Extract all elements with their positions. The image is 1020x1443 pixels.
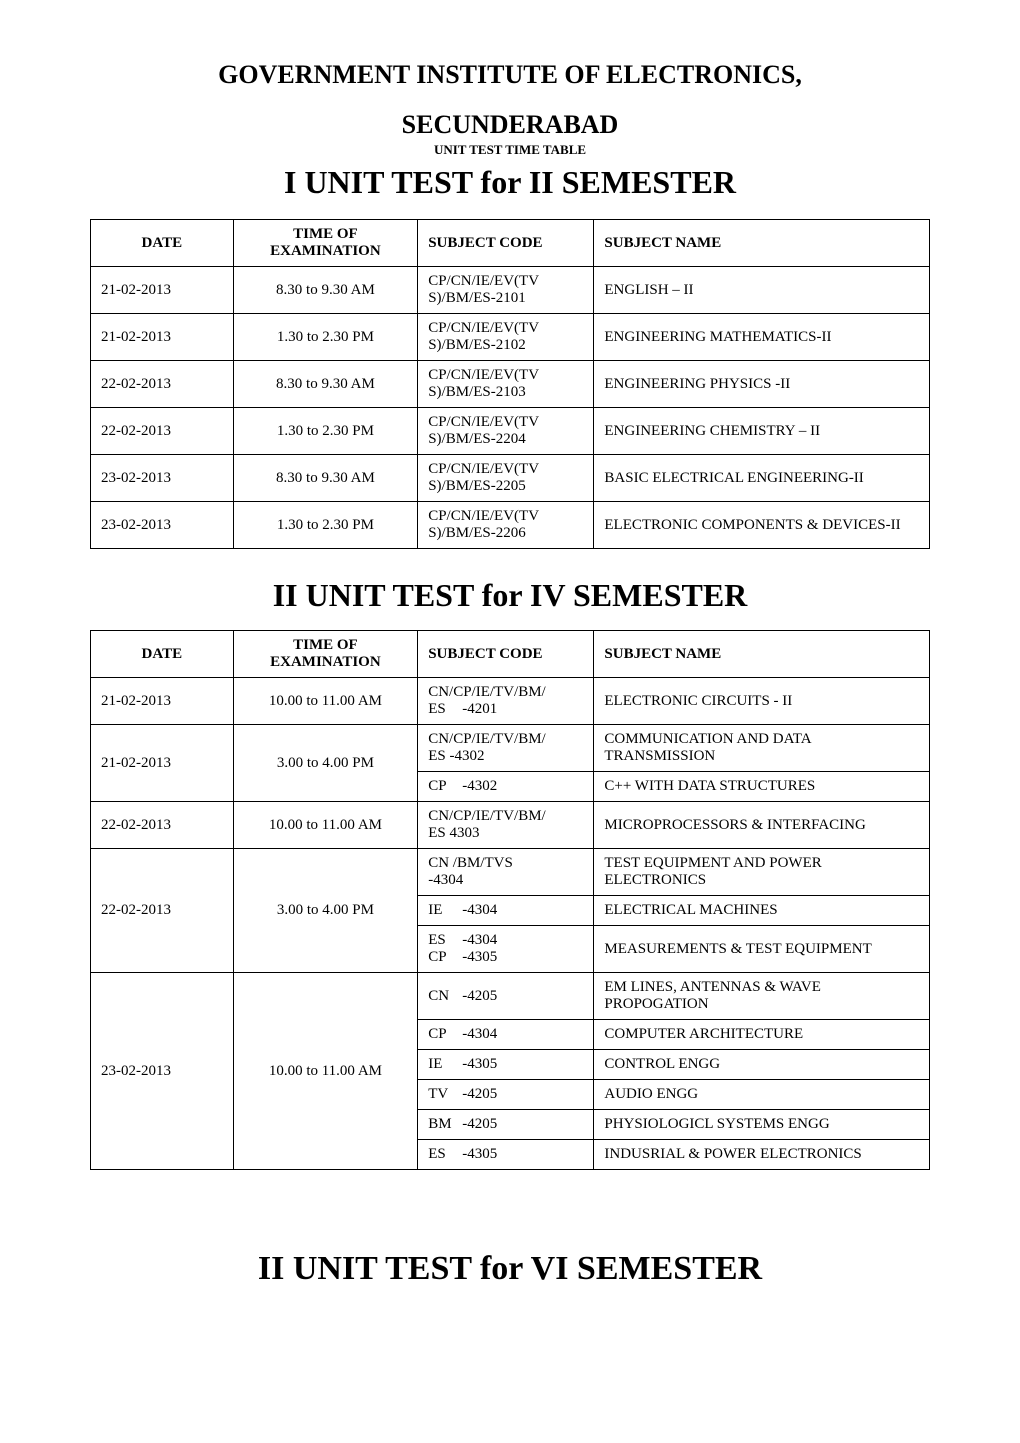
cell-date: 23-02-2013 — [91, 455, 234, 502]
cell-code: CP/CN/IE/EV(TV S)/BM/ES-2204 — [418, 408, 594, 455]
cell-date: 22-02-2013 — [91, 849, 234, 973]
cell-code: CP-4302 — [418, 772, 594, 802]
timetable-section1: DATE TIME OF EXAMINATION SUBJECT CODE SU… — [90, 219, 930, 549]
section3-title: II UNIT TEST for VI SEMESTER — [90, 1250, 930, 1288]
cell-code: CP/CN/IE/EV(TV S)/BM/ES-2205 — [418, 455, 594, 502]
table-row: 23-02-20131.30 to 2.30 PMCP/CN/IE/EV(TV … — [91, 502, 930, 549]
table-row: 21-02-20138.30 to 9.30 AMCP/CN/IE/EV(TV … — [91, 267, 930, 314]
cell-code: IE-4304 — [418, 896, 594, 926]
cell-code: CN-4205 — [418, 973, 594, 1020]
city-title: SECUNDERABAD — [90, 110, 930, 140]
cell-name: ENGINEERING PHYSICS -II — [594, 361, 930, 408]
cell-code: CP/CN/IE/EV(TV S)/BM/ES-2103 — [418, 361, 594, 408]
col-header-name: SUBJECT NAME — [594, 631, 930, 678]
col-header-code: SUBJECT CODE — [418, 220, 594, 267]
cell-code: CP-4304 — [418, 1020, 594, 1050]
cell-name: BASIC ELECTRICAL ENGINEERING-II — [594, 455, 930, 502]
cell-name: ENGLISH – II — [594, 267, 930, 314]
cell-code: CN/CP/IE/TV/BM/ES 4303 — [418, 802, 594, 849]
cell-time: 10.00 to 11.00 AM — [233, 802, 418, 849]
cell-name: PHYSIOLOGICL SYSTEMS ENGG — [594, 1110, 930, 1140]
cell-name: CONTROL ENGG — [594, 1050, 930, 1080]
cell-date: 23-02-2013 — [91, 973, 234, 1170]
cell-code: ES-4304CP-4305 — [418, 926, 594, 973]
col-header-time: TIME OF EXAMINATION — [233, 631, 418, 678]
cell-name: ENGINEERING CHEMISTRY – II — [594, 408, 930, 455]
timetable-section2: DATE TIME OF EXAMINATION SUBJECT CODE SU… — [90, 630, 930, 1170]
table-row: 22-02-20138.30 to 9.30 AMCP/CN/IE/EV(TV … — [91, 361, 930, 408]
table-row: 21-02-20131.30 to 2.30 PMCP/CN/IE/EV(TV … — [91, 314, 930, 361]
cell-time: 10.00 to 11.00 AM — [233, 678, 418, 725]
table-row: 23-02-20138.30 to 9.30 AMCP/CN/IE/EV(TV … — [91, 455, 930, 502]
cell-date: 21-02-2013 — [91, 678, 234, 725]
table-row: 22-02-201310.00 to 11.00 AMCN/CP/IE/TV/B… — [91, 802, 930, 849]
institute-title: GOVERNMENT INSTITUTE OF ELECTRONICS, — [90, 60, 930, 90]
table-row: 21-02-20133.00 to 4.00 PMCN/CP/IE/TV/BM/… — [91, 725, 930, 772]
cell-code: IE-4305 — [418, 1050, 594, 1080]
cell-code: CP/CN/IE/EV(TV S)/BM/ES-2206 — [418, 502, 594, 549]
cell-date: 22-02-2013 — [91, 361, 234, 408]
cell-time: 8.30 to 9.30 AM — [233, 455, 418, 502]
cell-name: COMMUNICATION AND DATA TRANSMISSION — [594, 725, 930, 772]
cell-name: MICROPROCESSORS & INTERFACING — [594, 802, 930, 849]
section2-title: II UNIT TEST for IV SEMESTER — [90, 577, 930, 614]
cell-name: EM LINES, ANTENNAS & WAVE PROPOGATION — [594, 973, 930, 1020]
table-row: 23-02-201310.00 to 11.00 AMCN-4205EM LIN… — [91, 973, 930, 1020]
col-header-date: DATE — [91, 631, 234, 678]
col-header-time: TIME OF EXAMINATION — [233, 220, 418, 267]
cell-name: MEASUREMENTS & TEST EQUIPMENT — [594, 926, 930, 973]
cell-time: 1.30 to 2.30 PM — [233, 408, 418, 455]
table-row: 22-02-20131.30 to 2.30 PMCP/CN/IE/EV(TV … — [91, 408, 930, 455]
cell-code: TV-4205 — [418, 1080, 594, 1110]
cell-code: CN /BM/TVS-4304 — [418, 849, 594, 896]
cell-code: CN/CP/IE/TV/BM/ES -4302 — [418, 725, 594, 772]
cell-time: 1.30 to 2.30 PM — [233, 314, 418, 361]
cell-date: 22-02-2013 — [91, 802, 234, 849]
cell-name: INDUSRIAL & POWER ELECTRONICS — [594, 1140, 930, 1170]
cell-time: 1.30 to 2.30 PM — [233, 502, 418, 549]
col-header-name: SUBJECT NAME — [594, 220, 930, 267]
table-header-row: DATE TIME OF EXAMINATION SUBJECT CODE SU… — [91, 220, 930, 267]
subtitle: UNIT TEST TIME TABLE — [90, 142, 930, 158]
table-header-row: DATE TIME OF EXAMINATION SUBJECT CODE SU… — [91, 631, 930, 678]
cell-name: ELECTRICAL MACHINES — [594, 896, 930, 926]
cell-time: 8.30 to 9.30 AM — [233, 267, 418, 314]
cell-code: CN/CP/IE/TV/BM/ES-4201 — [418, 678, 594, 725]
cell-name: AUDIO ENGG — [594, 1080, 930, 1110]
cell-time: 10.00 to 11.00 AM — [233, 973, 418, 1170]
col-header-code: SUBJECT CODE — [418, 631, 594, 678]
cell-name: ENGINEERING MATHEMATICS-II — [594, 314, 930, 361]
cell-time: 8.30 to 9.30 AM — [233, 361, 418, 408]
cell-date: 23-02-2013 — [91, 502, 234, 549]
cell-name: COMPUTER ARCHITECTURE — [594, 1020, 930, 1050]
table-row: 21-02-201310.00 to 11.00 AMCN/CP/IE/TV/B… — [91, 678, 930, 725]
col-header-date: DATE — [91, 220, 234, 267]
cell-time: 3.00 to 4.00 PM — [233, 725, 418, 802]
table-row: 22-02-20133.00 to 4.00 PMCN /BM/TVS-4304… — [91, 849, 930, 896]
cell-code: BM-4205 — [418, 1110, 594, 1140]
cell-date: 21-02-2013 — [91, 314, 234, 361]
cell-date: 21-02-2013 — [91, 725, 234, 802]
cell-code: CP/CN/IE/EV(TV S)/BM/ES-2101 — [418, 267, 594, 314]
cell-name: TEST EQUIPMENT AND POWER ELECTRONICS — [594, 849, 930, 896]
cell-code: ES-4305 — [418, 1140, 594, 1170]
cell-name: ELECTRONIC CIRCUITS - II — [594, 678, 930, 725]
cell-code: CP/CN/IE/EV(TV S)/BM/ES-2102 — [418, 314, 594, 361]
cell-name: ELECTRONIC COMPONENTS & DEVICES-II — [594, 502, 930, 549]
cell-time: 3.00 to 4.00 PM — [233, 849, 418, 973]
section1-title: I UNIT TEST for II SEMESTER — [90, 164, 930, 201]
cell-date: 22-02-2013 — [91, 408, 234, 455]
cell-name: C++ WITH DATA STRUCTURES — [594, 772, 930, 802]
cell-date: 21-02-2013 — [91, 267, 234, 314]
